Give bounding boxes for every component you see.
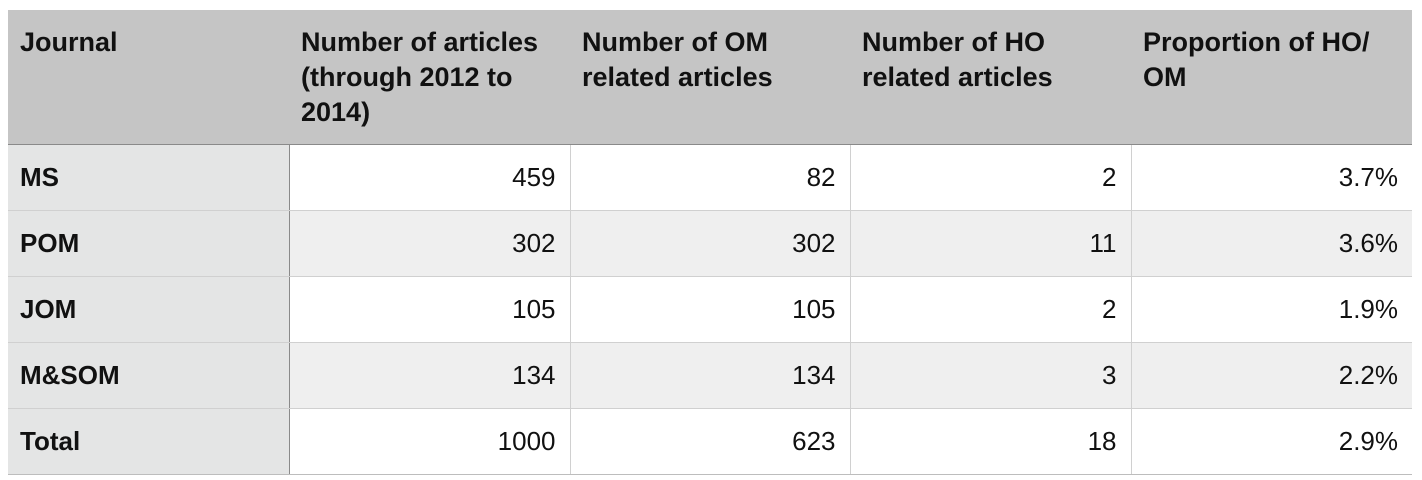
table-header: Journal Number of articles (through 2012…	[8, 10, 1412, 145]
cell-journal: Total	[8, 408, 290, 475]
header-proportion-ho-om: Proportion of HO/ OM	[1131, 10, 1412, 145]
cell-articles: 1000	[289, 408, 571, 475]
table-body: MS 459 82 2 3.7% POM 302 302 11 3.6% JOM…	[8, 144, 1412, 475]
cell-proportion: 3.7%	[1131, 144, 1412, 211]
cell-journal: JOM	[8, 276, 290, 343]
cell-om-articles: 302	[570, 210, 851, 277]
cell-ho-articles: 3	[850, 342, 1132, 409]
table-row: JOM 105 105 2 1.9%	[8, 276, 1412, 343]
cell-om-articles: 82	[570, 144, 851, 211]
table-row: POM 302 302 11 3.6%	[8, 210, 1412, 277]
cell-journal: POM	[8, 210, 290, 277]
header-ho-related-articles: Number of HO related articles	[850, 10, 1131, 145]
cell-articles: 459	[289, 144, 571, 211]
cell-om-articles: 134	[570, 342, 851, 409]
cell-proportion: 2.2%	[1131, 342, 1412, 409]
header-row: Journal Number of articles (through 2012…	[8, 10, 1412, 145]
cell-articles: 302	[289, 210, 571, 277]
journal-articles-table: Journal Number of articles (through 2012…	[8, 10, 1412, 475]
header-journal: Journal	[8, 10, 289, 145]
cell-om-articles: 105	[570, 276, 851, 343]
cell-proportion: 2.9%	[1131, 408, 1412, 475]
cell-articles: 105	[289, 276, 571, 343]
cell-journal: MS	[8, 144, 290, 211]
cell-ho-articles: 2	[850, 276, 1132, 343]
cell-om-articles: 623	[570, 408, 851, 475]
cell-ho-articles: 2	[850, 144, 1132, 211]
header-om-related-articles: Number of OM related articles	[570, 10, 850, 145]
cell-journal: M&SOM	[8, 342, 290, 409]
cell-ho-articles: 11	[850, 210, 1132, 277]
table-row: M&SOM 134 134 3 2.2%	[8, 342, 1412, 409]
cell-articles: 134	[289, 342, 571, 409]
cell-ho-articles: 18	[850, 408, 1132, 475]
table-row: MS 459 82 2 3.7%	[8, 144, 1412, 211]
header-number-of-articles: Number of articles (through 2012 to 2014…	[289, 10, 570, 145]
cell-proportion: 3.6%	[1131, 210, 1412, 277]
data-table-container: Journal Number of articles (through 2012…	[8, 10, 1412, 475]
table-row-total: Total 1000 623 18 2.9%	[8, 408, 1412, 475]
cell-proportion: 1.9%	[1131, 276, 1412, 343]
